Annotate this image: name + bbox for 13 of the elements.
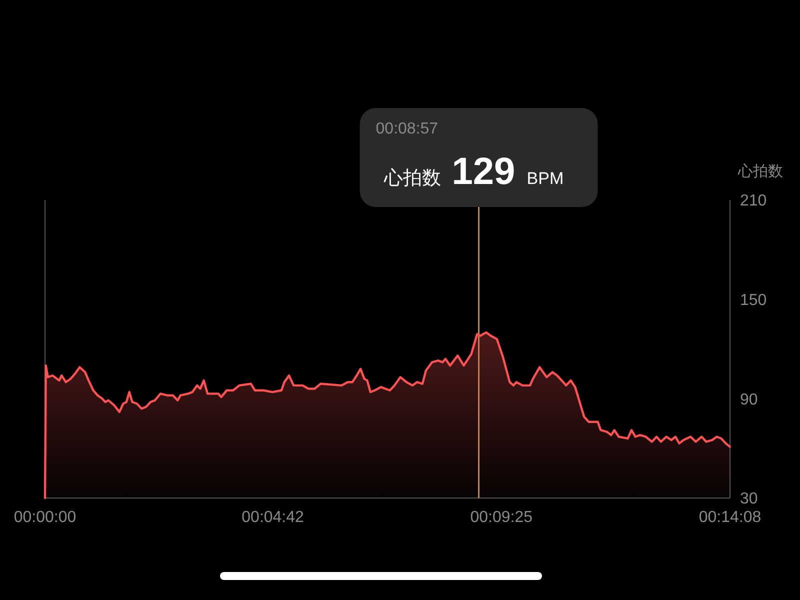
x-tick-label: 00:00:00: [14, 509, 76, 526]
y-tick-label: 150: [740, 292, 767, 309]
y-axis-title: 心拍数: [737, 163, 783, 180]
text: 129: [452, 151, 516, 193]
text: 00:08:57: [376, 120, 438, 138]
x-tick-label: 00:04:42: [242, 509, 304, 526]
y-tick-label: 30: [740, 490, 758, 508]
x-tick-label: 00:14:08: [698, 509, 762, 526]
x-tick-label: 00:09:25: [470, 509, 533, 526]
text: BPM: [526, 169, 564, 188]
text: 心拍数: [382, 167, 441, 189]
y-tick-label: 210: [740, 192, 767, 210]
y-tick-label: 90: [740, 391, 758, 408]
